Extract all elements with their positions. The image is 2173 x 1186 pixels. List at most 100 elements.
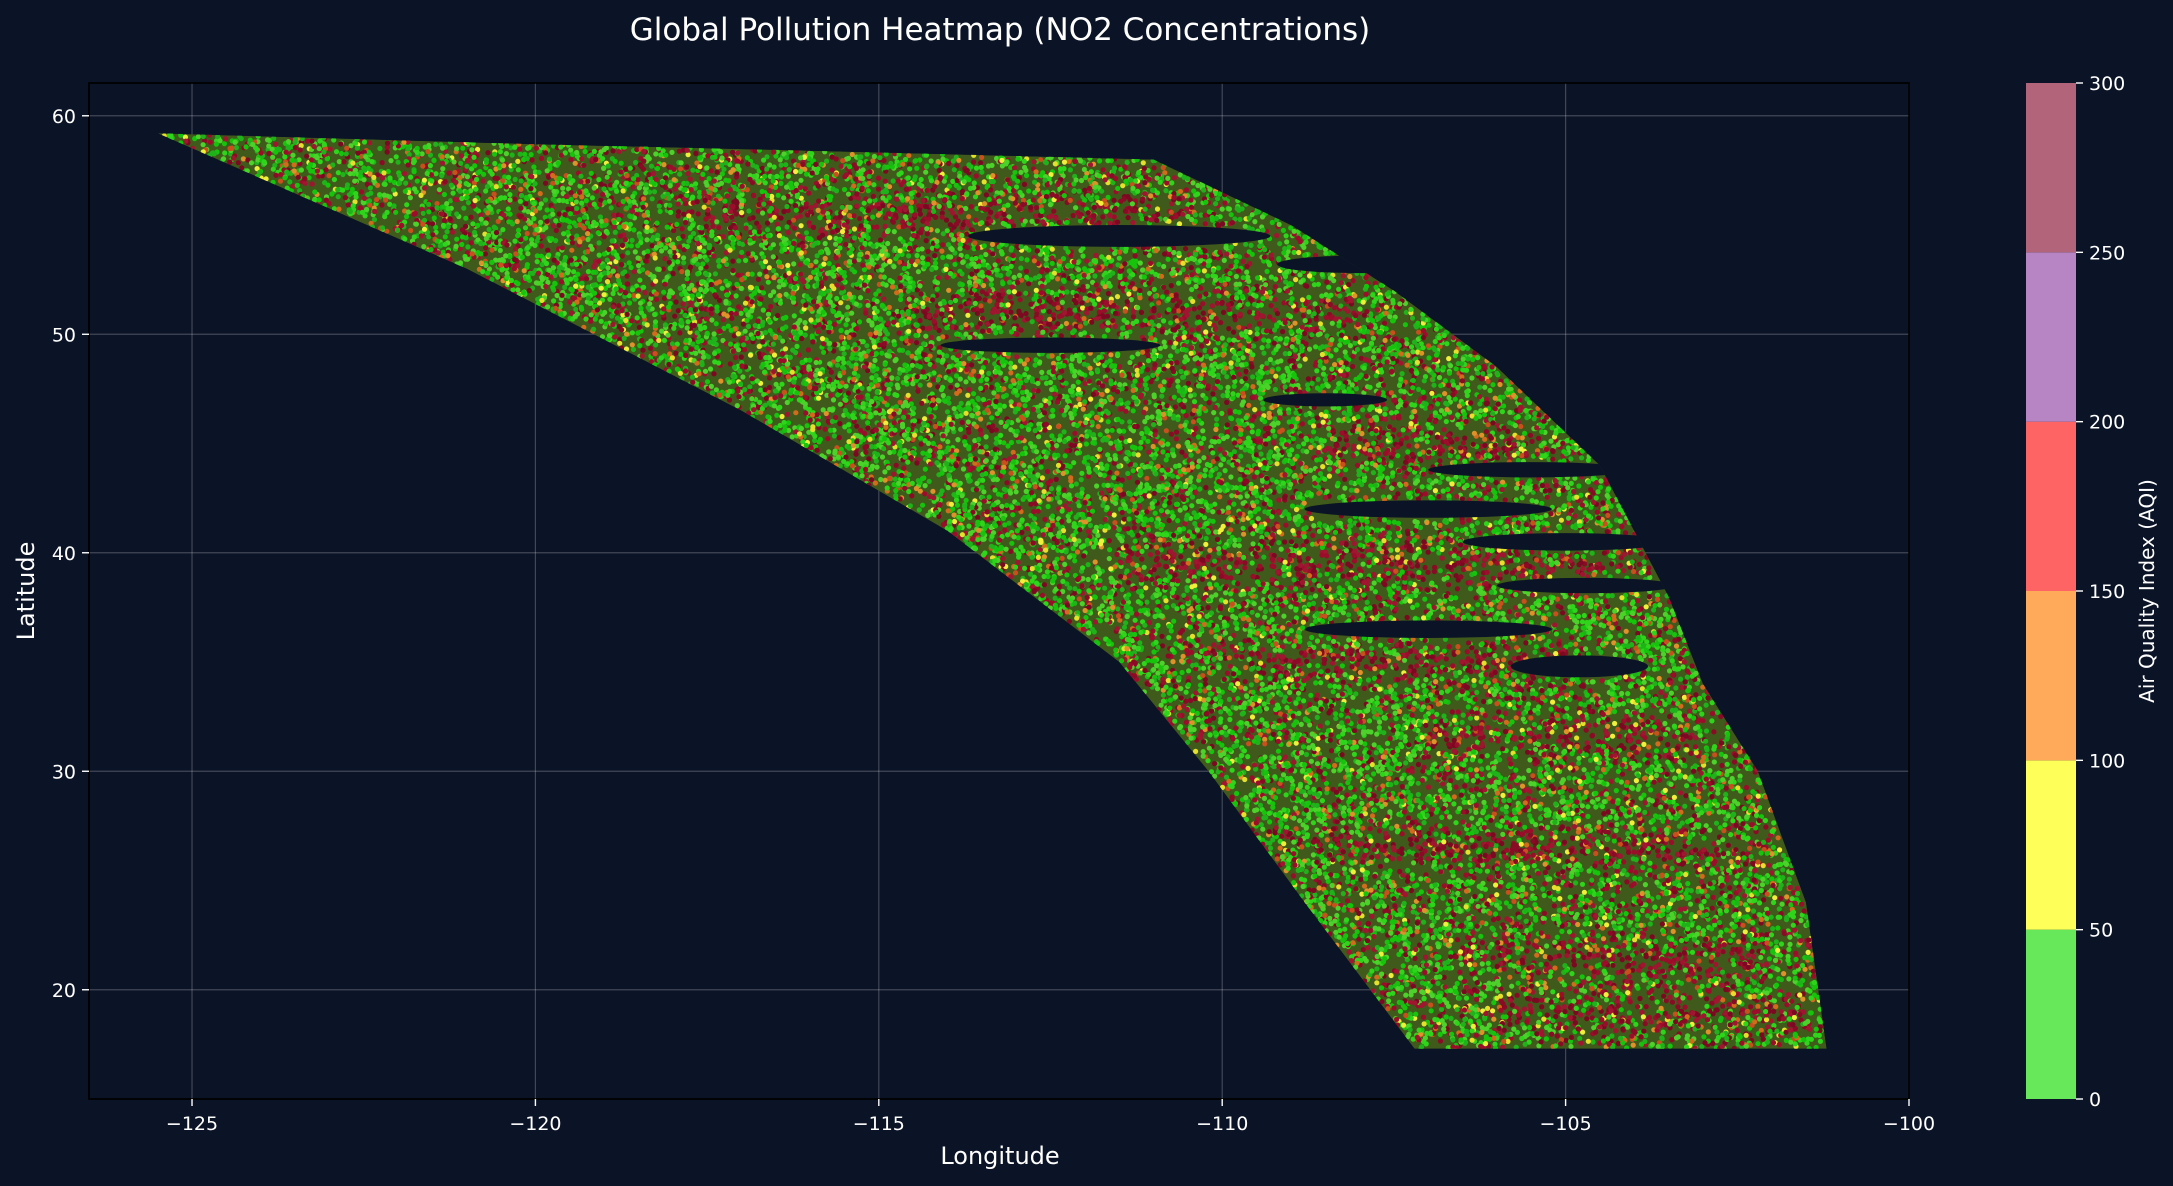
data-point bbox=[1258, 620, 1263, 625]
data-point bbox=[329, 191, 334, 196]
data-point bbox=[918, 436, 923, 441]
data-point bbox=[1260, 647, 1265, 652]
data-point bbox=[1111, 198, 1116, 203]
data-point bbox=[648, 346, 653, 351]
data-point bbox=[1222, 258, 1227, 263]
data-point bbox=[1608, 523, 1613, 528]
data-point bbox=[1369, 909, 1374, 914]
data-point bbox=[1374, 695, 1379, 700]
data-point bbox=[1608, 815, 1613, 820]
data-point bbox=[1356, 444, 1361, 449]
data-point bbox=[987, 197, 992, 202]
data-point bbox=[1599, 1017, 1604, 1022]
data-point bbox=[984, 444, 989, 449]
data-point bbox=[1244, 264, 1249, 269]
data-point bbox=[1465, 382, 1470, 387]
data-point bbox=[1557, 896, 1562, 901]
data-point bbox=[1724, 786, 1729, 791]
data-point bbox=[589, 171, 594, 176]
data-point bbox=[1062, 412, 1067, 417]
data-point bbox=[982, 297, 987, 302]
data-point bbox=[1441, 365, 1446, 370]
data-point bbox=[1170, 582, 1175, 587]
data-point bbox=[1444, 737, 1449, 742]
data-point bbox=[1257, 321, 1262, 326]
data-point bbox=[1453, 989, 1458, 994]
data-point bbox=[1452, 794, 1457, 799]
data-point bbox=[1405, 879, 1410, 884]
data-point bbox=[659, 242, 664, 247]
data-point bbox=[794, 344, 799, 349]
data-point bbox=[1416, 330, 1421, 335]
data-point bbox=[1469, 816, 1474, 821]
data-point bbox=[1710, 711, 1715, 716]
data-point bbox=[1403, 993, 1408, 998]
data-point bbox=[597, 253, 602, 258]
data-point bbox=[1115, 352, 1120, 357]
data-point bbox=[1083, 381, 1088, 386]
data-point bbox=[1487, 699, 1492, 704]
data-point bbox=[1186, 668, 1191, 673]
data-point bbox=[1149, 379, 1154, 384]
data-point bbox=[1183, 246, 1188, 251]
data-point bbox=[1717, 809, 1722, 814]
data-point bbox=[584, 198, 589, 203]
data-point bbox=[1461, 713, 1466, 718]
data-point bbox=[1432, 521, 1437, 526]
data-point bbox=[1453, 595, 1458, 600]
data-point bbox=[1082, 459, 1087, 464]
data-point bbox=[1008, 549, 1013, 554]
data-point bbox=[1273, 374, 1278, 379]
data-point bbox=[1329, 577, 1334, 582]
data-point bbox=[1226, 326, 1231, 331]
data-point bbox=[1342, 866, 1347, 871]
data-point bbox=[965, 393, 970, 398]
data-point bbox=[1586, 635, 1591, 640]
data-point bbox=[1488, 561, 1493, 566]
data-point bbox=[736, 258, 741, 263]
data-point bbox=[1161, 318, 1166, 323]
data-point bbox=[661, 290, 666, 295]
data-point bbox=[1086, 630, 1091, 635]
data-point bbox=[1208, 732, 1213, 737]
data-point bbox=[1540, 744, 1545, 749]
data-point bbox=[879, 351, 884, 356]
data-point bbox=[1414, 437, 1419, 442]
data-point bbox=[1399, 969, 1404, 974]
data-point bbox=[1172, 572, 1177, 577]
data-point bbox=[1038, 157, 1043, 162]
data-point bbox=[916, 269, 921, 274]
data-point bbox=[1371, 771, 1376, 776]
data-point bbox=[1477, 385, 1482, 390]
data-point bbox=[1297, 639, 1302, 644]
data-point bbox=[1768, 974, 1773, 979]
data-point bbox=[1006, 289, 1011, 294]
data-point bbox=[872, 358, 877, 363]
data-point bbox=[1565, 520, 1570, 525]
data-point bbox=[1221, 310, 1226, 315]
data-point bbox=[1748, 766, 1753, 771]
data-point bbox=[917, 318, 922, 323]
data-point bbox=[1172, 175, 1177, 180]
data-point bbox=[1225, 521, 1230, 526]
data-point bbox=[1313, 680, 1318, 685]
data-point bbox=[1714, 1029, 1719, 1034]
data-point bbox=[1084, 441, 1089, 446]
data-point bbox=[1394, 780, 1399, 785]
data-point bbox=[832, 433, 837, 438]
data-point bbox=[1434, 887, 1439, 892]
data-point bbox=[1136, 183, 1141, 188]
data-point bbox=[1429, 826, 1434, 831]
data-point bbox=[1612, 1018, 1617, 1023]
data-point bbox=[1079, 477, 1084, 482]
data-point bbox=[1704, 996, 1709, 1001]
data-point bbox=[1044, 257, 1049, 262]
data-point bbox=[1555, 935, 1560, 940]
data-point bbox=[642, 290, 647, 295]
data-point bbox=[1460, 819, 1465, 824]
data-point bbox=[629, 265, 634, 270]
data-point bbox=[1516, 981, 1521, 986]
data-point bbox=[996, 258, 1001, 263]
data-point bbox=[515, 219, 520, 224]
